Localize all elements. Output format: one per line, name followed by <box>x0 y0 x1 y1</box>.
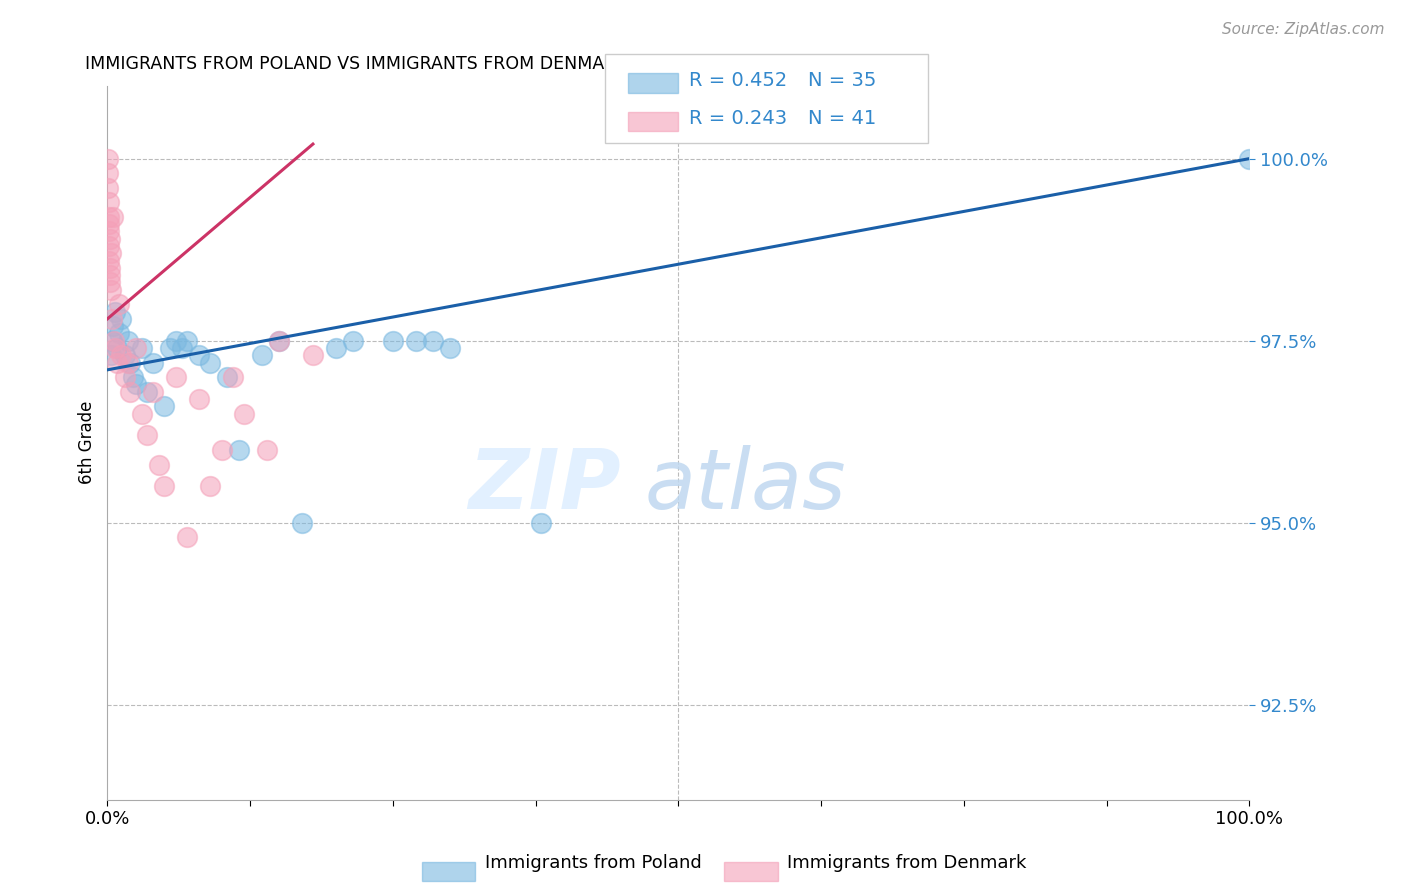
Point <box>100 348 122 362</box>
Point <box>233 407 256 421</box>
Point <box>120 355 142 369</box>
Point <box>117 355 139 369</box>
Point <box>422 334 444 348</box>
Point <box>405 334 427 348</box>
Point <box>101 334 124 348</box>
Point <box>120 384 142 399</box>
Point <box>110 311 132 326</box>
Point <box>142 355 165 369</box>
Point <box>97 181 120 195</box>
Point <box>302 348 325 362</box>
Point <box>176 530 198 544</box>
Point <box>267 334 290 348</box>
Point <box>148 458 170 472</box>
Text: Immigrants from Poland: Immigrants from Poland <box>485 854 702 871</box>
Point <box>103 334 125 348</box>
Point <box>101 311 124 326</box>
Text: ZIP: ZIP <box>468 445 621 526</box>
Point <box>105 341 128 355</box>
Point <box>136 428 159 442</box>
Point <box>153 399 176 413</box>
Point <box>176 334 198 348</box>
Point <box>530 516 553 530</box>
Point <box>170 341 193 355</box>
Text: R = 0.452: R = 0.452 <box>689 70 787 90</box>
Point <box>165 370 187 384</box>
Point <box>98 239 121 253</box>
Point <box>107 326 129 341</box>
Y-axis label: 6th Grade: 6th Grade <box>79 401 96 484</box>
Text: N = 35: N = 35 <box>808 70 877 90</box>
Point <box>153 479 176 493</box>
Text: IMMIGRANTS FROM POLAND VS IMMIGRANTS FROM DENMARK 6TH GRADE CORRELATION CHART: IMMIGRANTS FROM POLAND VS IMMIGRANTS FRO… <box>84 55 928 73</box>
Point <box>131 407 153 421</box>
Point <box>97 195 120 210</box>
Point <box>98 276 121 290</box>
Point <box>267 334 290 348</box>
Point <box>98 253 121 268</box>
Point <box>159 341 181 355</box>
Point <box>110 348 132 362</box>
Point <box>98 232 121 246</box>
Point <box>290 516 312 530</box>
Point <box>104 341 127 355</box>
Point <box>97 217 120 231</box>
Text: atlas: atlas <box>644 445 846 526</box>
Text: Source: ZipAtlas.com: Source: ZipAtlas.com <box>1222 22 1385 37</box>
Point <box>114 370 136 384</box>
Point <box>98 260 121 275</box>
Point <box>222 370 245 384</box>
Point <box>125 377 148 392</box>
Point <box>165 334 187 348</box>
Point <box>211 442 233 457</box>
Point <box>256 442 278 457</box>
Point <box>325 341 347 355</box>
Point <box>187 348 209 362</box>
Point <box>105 355 128 369</box>
Point <box>381 334 404 348</box>
Text: Immigrants from Denmark: Immigrants from Denmark <box>787 854 1026 871</box>
Point <box>97 152 120 166</box>
Point <box>217 370 239 384</box>
Point <box>107 297 129 311</box>
Point <box>198 355 221 369</box>
Point <box>142 384 165 399</box>
Point <box>228 442 250 457</box>
Point <box>1239 152 1261 166</box>
Point <box>342 334 364 348</box>
Point <box>198 479 221 493</box>
Point <box>97 210 120 224</box>
Point <box>250 348 273 362</box>
Point <box>131 341 153 355</box>
Text: R = 0.243: R = 0.243 <box>689 109 787 128</box>
Point <box>187 392 209 406</box>
Point <box>439 341 461 355</box>
Point <box>100 246 122 260</box>
Point <box>136 384 159 399</box>
Point <box>97 224 120 238</box>
Point <box>100 283 122 297</box>
Text: N = 41: N = 41 <box>808 109 877 128</box>
Point <box>101 210 124 224</box>
Point <box>121 370 143 384</box>
Point <box>125 341 148 355</box>
Point <box>101 319 124 334</box>
Point <box>117 334 139 348</box>
Point <box>98 268 121 282</box>
Point <box>97 166 120 180</box>
Point <box>104 304 127 318</box>
Point <box>114 348 136 362</box>
